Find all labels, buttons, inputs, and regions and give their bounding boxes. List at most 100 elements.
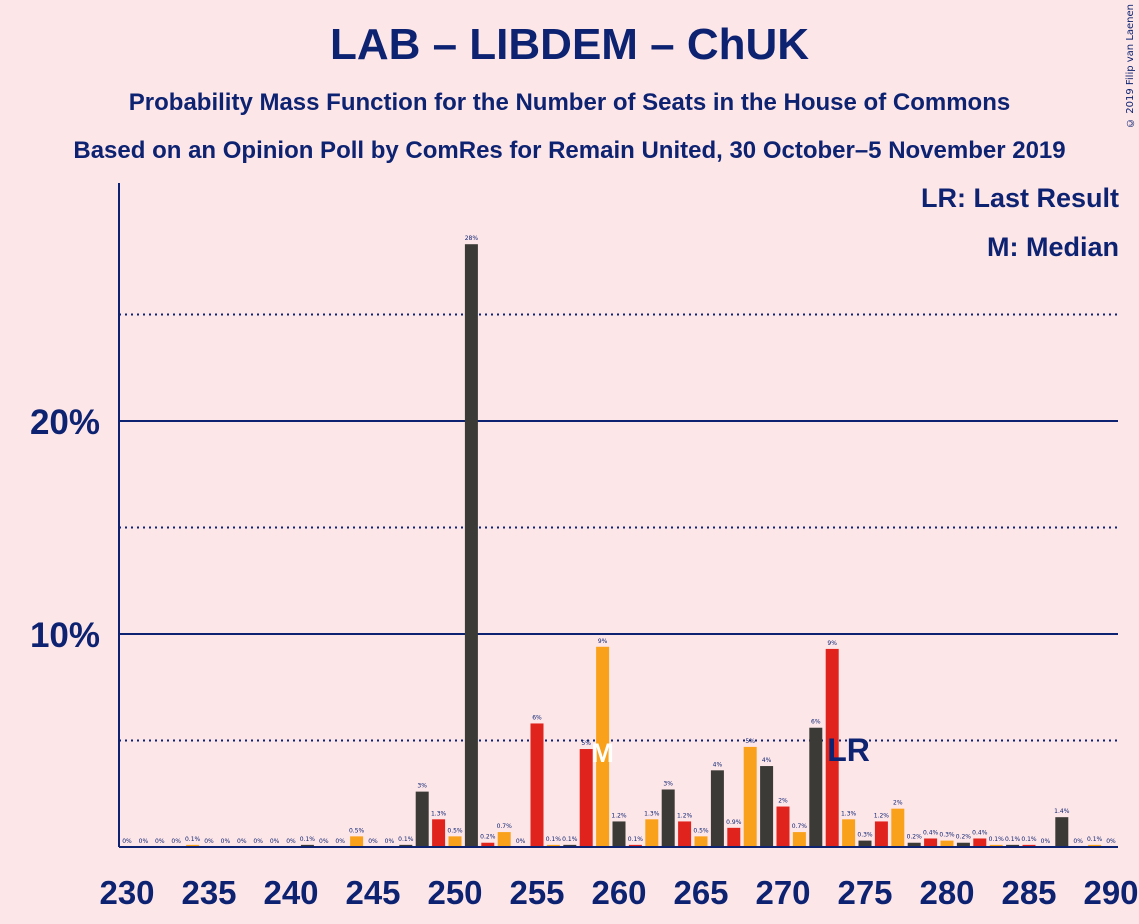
bar-276 — [874, 821, 888, 847]
bar-label-282: 0.4% — [972, 829, 988, 836]
bar-label-268: 5% — [745, 738, 755, 745]
bar-265 — [694, 836, 708, 847]
y-tick-labels: 10% 20% — [30, 403, 100, 655]
bar-label-237: 0% — [237, 838, 247, 845]
bar-label-276: 1.2% — [874, 812, 890, 819]
x-tick-240: 240 — [263, 874, 318, 911]
chart-source-line: Based on an Opinion Poll by ComRes for R… — [73, 137, 1066, 164]
axes-group — [118, 183, 1118, 848]
median-marker: M — [591, 738, 614, 768]
x-tick-255: 255 — [509, 874, 564, 911]
bar-label-236: 0% — [221, 838, 231, 845]
bar-label-257: 0.1% — [562, 836, 578, 843]
x-tick-235: 235 — [181, 874, 236, 911]
bar-283 — [989, 844, 1003, 847]
bar-257 — [563, 844, 577, 847]
bar-251 — [464, 244, 478, 847]
bar-273 — [825, 648, 839, 847]
bar-label-254: 0% — [516, 838, 526, 845]
bar-234 — [186, 844, 200, 847]
bar-label-256: 0.1% — [546, 836, 562, 843]
bar-label-253: 0.7% — [497, 823, 513, 830]
bar-label-261: 0.1% — [628, 836, 644, 843]
bar-250 — [448, 836, 462, 847]
bar-262 — [645, 819, 659, 847]
bar-label-248: 3% — [417, 783, 427, 790]
x-tick-290: 290 — [1083, 874, 1138, 911]
bar-268 — [743, 746, 757, 847]
x-tick-285: 285 — [1001, 874, 1056, 911]
bar-271 — [792, 832, 806, 847]
y-tick-10: 10% — [30, 616, 100, 655]
grid-lines — [119, 313, 1118, 742]
chart-subtitle: Probability Mass Function for the Number… — [128, 89, 1011, 116]
bar-label-285: 0.1% — [1021, 836, 1037, 843]
bar-280 — [940, 840, 954, 847]
bar-label-230: 0% — [122, 838, 132, 845]
x-tick-230: 230 — [99, 874, 154, 911]
bar-284 — [1006, 844, 1020, 847]
bar-277 — [891, 808, 905, 847]
bar-label-231: 0% — [139, 838, 149, 845]
x-tick-260: 260 — [591, 874, 646, 911]
bar-label-287: 1.4% — [1054, 808, 1070, 815]
bar-label-241: 0.1% — [300, 836, 316, 843]
bar-287 — [1055, 817, 1069, 847]
bar-label-249: 1.3% — [431, 810, 447, 817]
bar-label-283: 0.1% — [989, 836, 1005, 843]
bar-241 — [300, 844, 314, 847]
bar-267 — [727, 827, 741, 847]
x-tick-280: 280 — [919, 874, 974, 911]
bar-264 — [678, 821, 692, 847]
bar-label-244: 0.5% — [349, 827, 365, 834]
bar-256 — [546, 844, 560, 847]
bar-label-251: 28% — [465, 235, 479, 242]
bar-label-275: 0.3% — [857, 832, 873, 839]
bar-258 — [579, 749, 593, 847]
bar-244 — [350, 836, 364, 847]
bar-label-279: 0.4% — [923, 829, 939, 836]
bar-label-269: 4% — [762, 757, 772, 764]
bar-label-263: 3% — [663, 780, 673, 787]
bar-label-286: 0% — [1041, 838, 1051, 845]
bar-label-278: 0.2% — [907, 834, 923, 841]
x-tick-labels: 230 235 240 245 250 255 260 265 270 275 280 285 290 — [99, 874, 1138, 911]
bar-label-242: 0% — [319, 838, 329, 845]
bar-labels-group: 0% 0% 0% 0% 0.1% 0% 0% 0% 0% 0% 0% 0.1% 0% 0%0.5%0% 0%… — [122, 235, 1116, 845]
bar-285 — [1022, 844, 1036, 847]
bar-label-259: 9% — [598, 638, 608, 645]
bar-label-262: 1.3% — [644, 810, 660, 817]
bar-label-252: 0.2% — [480, 834, 496, 841]
bar-label-233: 0% — [171, 838, 181, 845]
bar-label-235: 0% — [204, 838, 214, 845]
bar-253 — [497, 832, 511, 847]
bar-label-255: 6% — [532, 714, 542, 721]
bar-289 — [1088, 844, 1102, 847]
legend-median: M: Median — [987, 232, 1119, 262]
bar-252 — [481, 842, 495, 847]
bar-270 — [776, 806, 790, 847]
bar-275 — [858, 840, 872, 847]
bar-label-266: 4% — [713, 761, 723, 768]
bar-label-274: 1.3% — [841, 810, 857, 817]
bar-274 — [842, 819, 856, 847]
bar-label-273: 9% — [827, 640, 837, 647]
bars-group — [186, 244, 1102, 847]
bar-260 — [612, 821, 626, 847]
x-tick-250: 250 — [427, 874, 482, 911]
bar-278 — [907, 842, 921, 847]
bar-label-284: 0.1% — [1005, 836, 1021, 843]
bar-label-240: 0% — [286, 838, 296, 845]
bar-247 — [399, 844, 413, 847]
bar-281 — [956, 842, 970, 847]
x-tick-275: 275 — [837, 874, 892, 911]
y-tick-20: 20% — [30, 403, 100, 442]
bar-279 — [924, 838, 938, 847]
bar-label-270: 2% — [778, 798, 788, 805]
bar-label-239: 0% — [270, 838, 280, 845]
last-result-marker: LR — [827, 732, 870, 768]
bar-label-232: 0% — [155, 838, 165, 845]
bar-label-243: 0% — [335, 838, 345, 845]
bar-label-277: 2% — [893, 800, 903, 807]
